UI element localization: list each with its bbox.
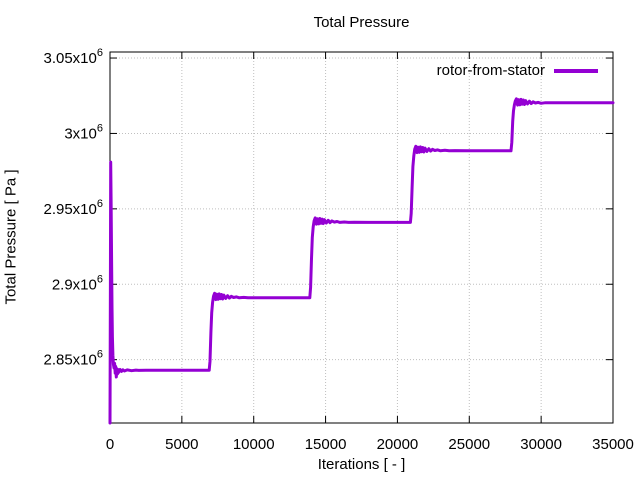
x-tick-label: 30000: [520, 436, 562, 453]
x-tick-label: 5000: [165, 436, 198, 453]
x-tick-label: 25000: [448, 436, 490, 453]
y-tick-label: 3.05x106: [43, 47, 103, 67]
plot-border: [109, 51, 614, 424]
x-tick-label: 0: [106, 436, 114, 453]
legend-line-sample: [554, 68, 598, 73]
x-axis-label: Iterations [ - ]: [317, 456, 406, 473]
y-tick-label: 2.95x106: [43, 198, 103, 218]
series-line: [108, 97, 615, 425]
legend: rotor-from-stator: [437, 62, 598, 79]
x-tick-label: 15000: [305, 436, 347, 453]
y-tick-label: 2.9x106: [52, 273, 103, 293]
x-tick-label: 20000: [377, 436, 419, 453]
y-axis-label: Total Pressure [ Pa ]: [2, 169, 20, 305]
x-tick-label: 10000: [233, 436, 275, 453]
x-tick-label: 35000: [592, 436, 634, 453]
chart-title: Total Pressure: [313, 14, 410, 31]
legend-label: rotor-from-stator: [436, 62, 545, 79]
y-tick-label: 3x106: [64, 122, 103, 142]
y-tick-label: 2.85x106: [43, 349, 103, 369]
